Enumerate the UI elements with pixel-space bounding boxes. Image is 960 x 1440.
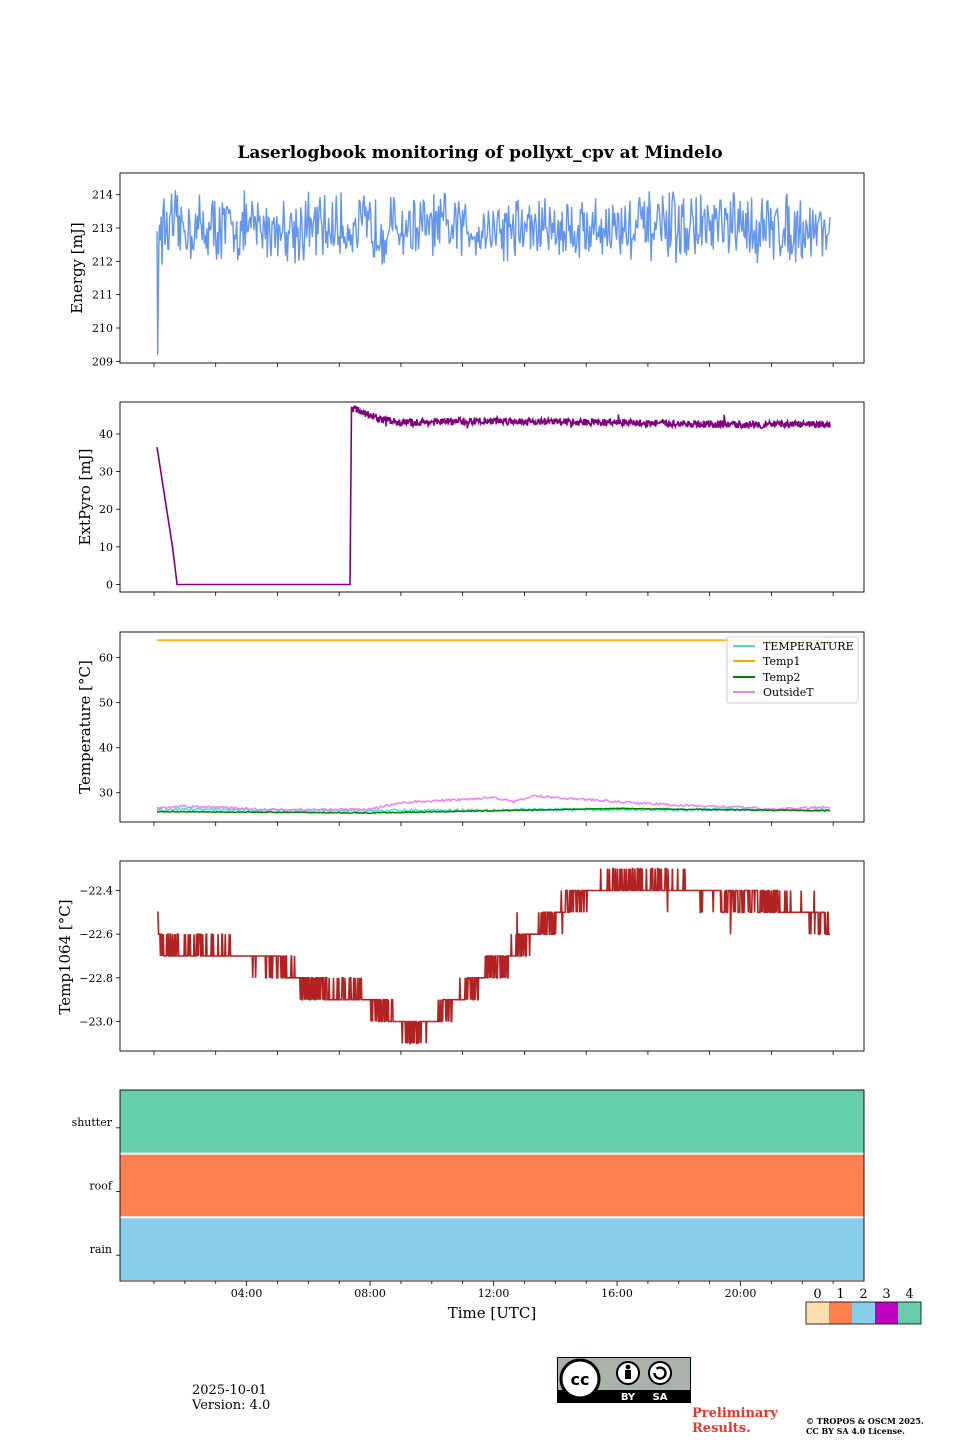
temperature-panel: 30 40 50 60 Temperature [°C] TEMPERATURE Te… — [76, 631, 865, 826]
colorbar-frame — [805, 1301, 922, 1325]
colorbar-label: 0 — [813, 1287, 821, 1302]
energy-series-line — [156, 190, 831, 355]
colorbar-swatch-2 — [852, 1302, 875, 1324]
version-label: Version: 4.0 — [192, 1398, 271, 1413]
energy-x-ticks — [153, 363, 834, 367]
x-tick-label: 12:00 — [478, 1287, 510, 1300]
energy-y-ticks: 209 210 211 212 213 214 — [92, 189, 120, 368]
y-tick-label: 50 — [99, 697, 113, 710]
colorbar-label: 2 — [859, 1287, 867, 1302]
preliminary-notice: Preliminary Results. — [692, 1406, 778, 1436]
status-panel: shutter roof rain 04:00 08:00 12:00 16:00 20:0… — [72, 1089, 865, 1322]
status-x-ticks: 04:00 08:00 12:00 16:00 20:00 — [153, 1281, 834, 1300]
temp1064-plot-area — [119, 860, 865, 1052]
y-tick-label: −23.0 — [79, 1016, 113, 1029]
status-rows — [120, 1090, 864, 1280]
y-tick-label: −22.6 — [79, 928, 113, 941]
status-y-ticks: shutter roof rain — [72, 1116, 120, 1256]
preliminary-line-2: Results. — [692, 1421, 751, 1436]
cc-license-badge: cc BY SA — [557, 1357, 691, 1403]
cc-sa-label: SA — [653, 1392, 668, 1403]
status-row-label: shutter — [72, 1116, 113, 1129]
y-tick-label: −22.4 — [79, 884, 113, 897]
colorbar-label: 4 — [905, 1287, 913, 1302]
y-tick-label: 210 — [92, 322, 113, 335]
y-tick-label: 30 — [99, 466, 113, 479]
temp1064-series-line — [157, 867, 830, 1045]
status-row-label: rain — [90, 1243, 112, 1256]
extpyro-y-label: ExtPyro [mJ] — [76, 449, 94, 546]
y-tick-label: 40 — [99, 742, 113, 755]
colorbar-label: 1 — [836, 1287, 844, 1302]
x-tick-label: 20:00 — [725, 1287, 757, 1300]
temperature-series-line — [156, 806, 831, 814]
extpyro-x-ticks — [153, 592, 834, 596]
temperature-y-label: Temperature [°C] — [76, 660, 94, 794]
legend-label-temp1: Temp1 — [763, 655, 800, 668]
extpyro-series-line — [156, 405, 831, 586]
chart-title: Laserlogbook monitoring of pollyxt_cpv a… — [237, 143, 722, 163]
attribution-icon — [625, 1364, 631, 1370]
extpyro-plot-area — [119, 401, 865, 593]
temperature-x-ticks — [153, 822, 834, 826]
temperature-plot-area — [119, 631, 865, 823]
colorbar-swatch-1 — [829, 1302, 852, 1324]
copyright-notice: © TROPOS & OSCM 2025. CC BY SA 4.0 Licen… — [806, 1416, 924, 1436]
creative-commons-icon: cc — [571, 1370, 590, 1389]
y-tick-label: 20 — [99, 503, 113, 516]
y-tick-label: 0 — [106, 578, 113, 591]
temperature-y-ticks: 30 40 50 60 — [99, 652, 120, 800]
temperature-series-lines — [156, 639, 831, 815]
y-tick-label: 209 — [92, 355, 113, 368]
y-tick-label: 40 — [99, 428, 113, 441]
y-tick-label: 211 — [92, 289, 113, 302]
x-tick-label: 08:00 — [354, 1287, 386, 1300]
date-label: 2025-10-01 — [192, 1383, 267, 1398]
legend-label-outsidet: OutsideT — [763, 686, 814, 699]
status-row-label: roof — [89, 1180, 113, 1193]
copyright-line-1: © TROPOS & OSCM 2025. — [806, 1416, 924, 1426]
status-row-roof — [120, 1154, 864, 1217]
temp2-series-line — [156, 807, 831, 815]
status-row-rain — [120, 1218, 864, 1280]
y-tick-label: 212 — [92, 255, 113, 268]
y-tick-label: 10 — [99, 541, 113, 554]
temp1064-y-label: Temp1064 [°C] — [56, 899, 74, 1014]
status-plot-area — [119, 1089, 865, 1282]
temp1064-y-ticks: −23.0 −22.8 −22.6 −22.4 — [79, 884, 120, 1029]
legend-frame — [726, 636, 859, 704]
status-row-shutter — [120, 1090, 864, 1153]
share-alike-icon — [653, 1366, 667, 1380]
legend-label-temp2: Temp2 — [763, 671, 800, 684]
energy-plot-area — [119, 172, 865, 364]
y-tick-label: 30 — [99, 787, 113, 800]
energy-y-label: Energy [mJ] — [68, 222, 86, 313]
temp1064-x-ticks — [153, 1051, 834, 1055]
colorbar-swatch-3 — [875, 1302, 898, 1324]
y-tick-label: 214 — [92, 189, 113, 202]
x-axis-label: Time [UTC] — [448, 1304, 537, 1322]
y-tick-label: 60 — [99, 652, 113, 665]
preliminary-line-1: Preliminary — [692, 1406, 778, 1421]
y-tick-label: −22.8 — [79, 972, 113, 985]
legend-label-temperature: TEMPERATURE — [763, 640, 854, 653]
colorbar-swatch-4 — [898, 1302, 921, 1324]
temp1064-panel: −23.0 −22.8 −22.6 −22.4 Temp1064 [°C] — [56, 860, 865, 1055]
extpyro-panel: 0 10 20 30 40 ExtPyro [mJ] — [76, 401, 865, 596]
x-tick-label: 16:00 — [601, 1287, 633, 1300]
temperature-legend: TEMPERATURE Temp1 Temp2 OutsideT — [726, 636, 859, 704]
colorbar-label: 3 — [882, 1287, 890, 1302]
y-tick-label: 213 — [92, 222, 113, 235]
extpyro-y-ticks: 0 10 20 30 40 — [99, 428, 120, 591]
x-tick-label: 04:00 — [231, 1287, 263, 1300]
colorbar-swatch-0 — [806, 1302, 829, 1324]
energy-panel: 209 210 211 212 213 214 Energy [mJ] — [68, 172, 865, 368]
outsidet-series-line — [156, 794, 831, 812]
copyright-line-2: CC BY SA 4.0 License. — [806, 1426, 905, 1436]
cc-by-label: BY — [621, 1392, 636, 1403]
